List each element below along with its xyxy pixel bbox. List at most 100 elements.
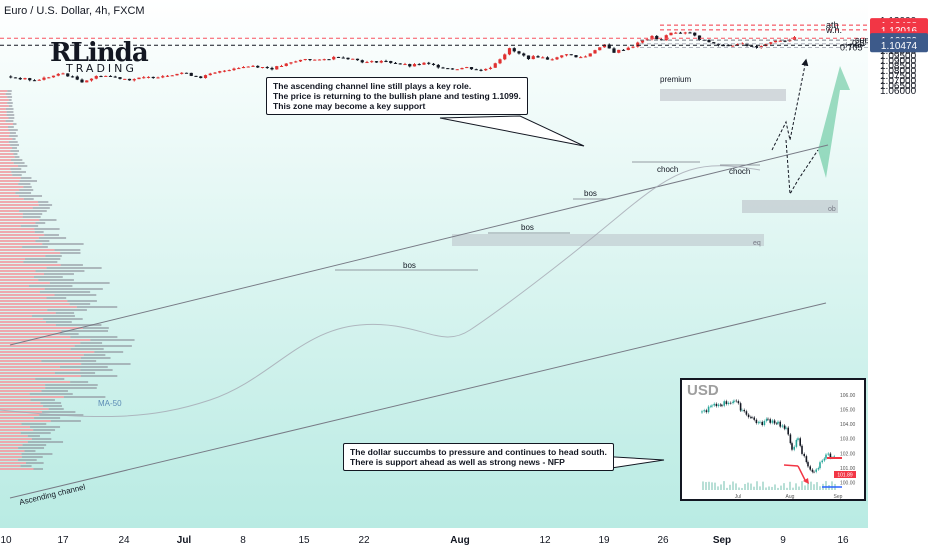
candle-body xyxy=(379,60,383,63)
candle-body xyxy=(403,64,407,66)
profile-bar xyxy=(30,399,55,401)
profile-bar xyxy=(0,345,75,347)
time-tick-label: 9 xyxy=(780,535,786,546)
profile-bar xyxy=(0,390,42,392)
annot-bos-2: bos xyxy=(521,223,534,232)
profile-bar xyxy=(0,258,26,260)
profile-bar xyxy=(0,360,42,362)
candle-body xyxy=(579,57,583,59)
inset-volume-bar xyxy=(765,487,767,490)
candle-body xyxy=(203,75,208,79)
candle-body xyxy=(251,65,255,67)
profile-bar xyxy=(0,267,47,269)
candle-body xyxy=(165,75,170,77)
profile-bar xyxy=(60,252,81,254)
profile-bar xyxy=(0,324,56,326)
profile-bar xyxy=(82,327,109,329)
candle-body xyxy=(308,59,312,61)
profile-bar xyxy=(0,207,33,209)
price-tick-label: 1.08500 xyxy=(880,61,917,72)
profile-bar xyxy=(90,339,135,341)
profile-bar xyxy=(0,387,46,389)
inset-volume-bar xyxy=(816,482,818,490)
candle-body xyxy=(317,59,322,61)
candle-body xyxy=(13,77,18,79)
profile-bar xyxy=(44,288,103,290)
inset-candle-body xyxy=(823,458,826,461)
annot-bos-3: bos xyxy=(584,189,597,198)
candle-body xyxy=(89,78,94,81)
inset-candle-body xyxy=(707,406,710,413)
profile-bar xyxy=(9,132,16,134)
candle-body xyxy=(175,73,179,76)
profile-bar xyxy=(40,402,62,404)
inset-volume-bar xyxy=(786,487,788,490)
profile-bar xyxy=(0,225,21,227)
inset-volume-bar xyxy=(747,482,749,490)
inset-volume-bar xyxy=(810,481,812,490)
profile-bar xyxy=(76,306,118,308)
profile-bar xyxy=(74,345,132,347)
profile-bar xyxy=(0,141,9,143)
profile-bar xyxy=(33,468,44,470)
profile-bar xyxy=(0,90,8,92)
profile-bar xyxy=(35,270,85,272)
inset-candle-body xyxy=(809,466,811,470)
profile-bar xyxy=(67,300,97,302)
candle-body xyxy=(294,61,298,63)
candle-body xyxy=(218,71,222,73)
profile-bar xyxy=(31,438,52,440)
candle-body xyxy=(222,70,227,72)
profile-bar xyxy=(0,111,7,113)
zones xyxy=(452,66,850,246)
profile-bar xyxy=(38,204,53,206)
inset-candle-body xyxy=(793,446,795,450)
profile-bar xyxy=(0,192,16,194)
ma-50-line xyxy=(0,165,761,418)
profile-bar xyxy=(0,405,44,407)
candle-body xyxy=(161,76,165,78)
candle-body xyxy=(716,43,721,46)
inset-candle-body xyxy=(735,400,737,402)
callout-top-pointer xyxy=(439,115,585,147)
profile-bar xyxy=(0,462,27,464)
inset-y-tick: 102.00 xyxy=(840,451,856,457)
candle-body xyxy=(474,69,478,71)
profile-bar xyxy=(0,432,21,434)
candle-body xyxy=(127,78,132,81)
inset-volume-bar xyxy=(702,481,704,490)
candle-body xyxy=(712,42,716,44)
inset-candle-body xyxy=(797,438,799,440)
projection-path-1 xyxy=(771,58,809,151)
profile-bar xyxy=(0,309,48,311)
candle-body xyxy=(541,57,545,59)
profile-bar xyxy=(20,465,32,467)
profile-bar xyxy=(0,195,20,197)
level-text-fib05: 0.5 xyxy=(852,39,865,49)
profile-bar xyxy=(60,264,83,266)
inset-candle-body xyxy=(767,418,769,420)
inset-candle-body xyxy=(750,417,752,418)
candle-body xyxy=(631,46,635,48)
symbol-title[interactable]: Euro / U.S. Dollar, 4h, FXCM xyxy=(4,5,145,17)
profile-bar xyxy=(30,426,61,428)
candle-body xyxy=(412,64,417,67)
profile-bar xyxy=(0,369,81,371)
profile-bar xyxy=(0,354,84,356)
profile-bar xyxy=(33,429,56,431)
profile-bar xyxy=(8,105,13,107)
profile-bar xyxy=(0,402,41,404)
profile-bar xyxy=(0,318,44,320)
inset-candle-body xyxy=(727,402,730,405)
time-tick-label: 19 xyxy=(598,535,610,546)
inset-candle-body xyxy=(791,443,793,450)
profile-bar xyxy=(70,336,118,338)
profile-bar xyxy=(0,132,10,134)
logo-main: RLinda xyxy=(50,38,149,68)
profile-bar xyxy=(46,267,102,269)
candle-body xyxy=(569,54,573,56)
inset-volume-bar xyxy=(735,483,737,490)
candle-body xyxy=(588,53,592,57)
inset-volume-bar xyxy=(738,487,740,490)
